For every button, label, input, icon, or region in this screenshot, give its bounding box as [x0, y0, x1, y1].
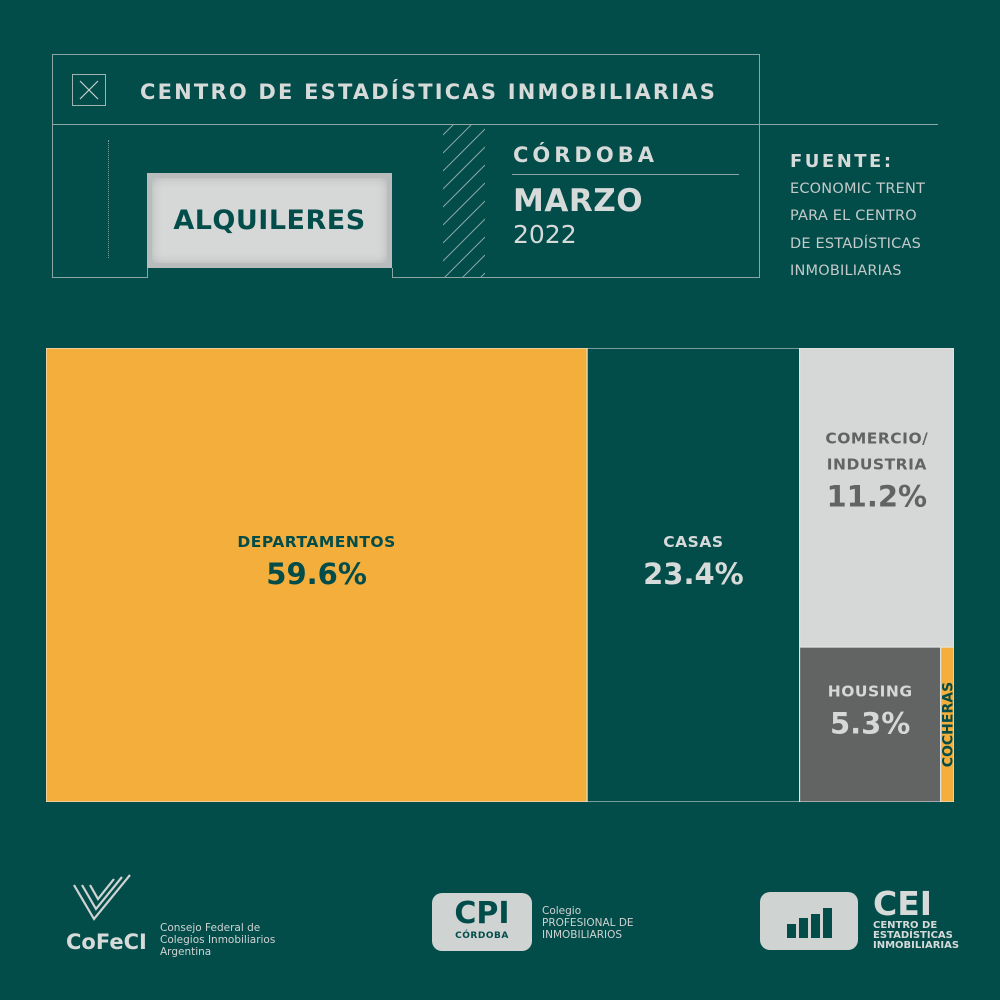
treemap-chart: DEPARTAMENTOS 59.6% CASAS 23.4% COMERCIO/IND… — [46, 348, 954, 802]
cei-line: INMOBILIARIAS — [873, 940, 960, 951]
cofeci-line: Colegios Inmobiliarios — [160, 934, 276, 946]
cei-logo-name: CEI — [873, 884, 933, 923]
page-title: CENTRO DE ESTADÍSTICAS INMOBILIARIAS — [140, 80, 718, 104]
cpi-line: Colegio — [542, 905, 582, 917]
cofeci-line: Argentina — [160, 946, 212, 958]
treemap-label-comercio-industria: INDUSTRIA — [827, 456, 927, 474]
treemap-label-casas: CASAS — [663, 533, 723, 551]
cpi-logo-badge: CPI CÓRDOBA — [432, 893, 532, 951]
close-icon[interactable] — [72, 74, 106, 106]
cofeci-logo-icon — [73, 874, 131, 921]
treemap-value-housing: 5.3% — [830, 707, 910, 741]
cofeci-line: Consejo Federal de — [160, 922, 261, 934]
treemap-value-comercio-industria: 11.2% — [827, 480, 928, 514]
frame-bottom-right-line — [392, 277, 760, 278]
source-label: FUENTE: — [790, 151, 894, 172]
frame-notch-right — [392, 268, 393, 278]
cei-line: ESTADÍSTICAS — [873, 930, 953, 941]
source-line: PARA EL CENTRO — [790, 208, 917, 224]
cei-line: CENTRO DE — [873, 920, 938, 931]
cpi-logo-text: Colegio PROFESIONAL DE INMOBILIARIOS — [542, 905, 634, 941]
cpi-logo-sub: CÓRDOBA — [455, 931, 509, 941]
month-label: MARZO — [513, 183, 644, 219]
source-line: ECONOMIC TRENT — [790, 181, 926, 197]
cpi-line: PROFESIONAL DE — [542, 917, 634, 929]
dotted-guide — [108, 140, 109, 258]
year-label: 2022 — [513, 220, 577, 249]
cofeci-logo-text: Consejo Federal de Colegios Inmobiliario… — [160, 922, 275, 958]
frame-left-line — [52, 54, 53, 278]
treemap-tile-cocheras — [940, 646, 954, 802]
frame-notch-left — [147, 268, 148, 278]
cei-logo-badge — [760, 892, 858, 950]
cpi-line: INMOBILIARIOS — [542, 929, 623, 941]
treemap-tile-departamentos — [46, 348, 588, 802]
bar-chart-icon — [787, 908, 832, 938]
cofeci-logo-name: CoFeCI — [66, 930, 147, 954]
cpi-logo-name: CPI — [454, 896, 510, 931]
treemap-value-casas: 23.4% — [643, 557, 744, 591]
treemap-label-cocheras: COCHERAS — [940, 682, 954, 767]
city-label: CÓRDOBA — [513, 143, 658, 167]
treemap-label-departamentos: DEPARTAMENTOS — [237, 533, 395, 551]
cei-logo-text: CENTRO DE ESTADÍSTICAS INMOBILIARIAS — [873, 921, 959, 951]
source-line: INMOBILIARIAS — [790, 263, 902, 279]
frame-right-line — [759, 54, 760, 278]
treemap-label-comercio-industria: COMERCIO/ — [825, 430, 928, 448]
tab-alquileres[interactable]: ALQUILERES — [147, 173, 392, 268]
city-underline — [512, 174, 739, 175]
treemap-label-housing: HOUSING — [828, 683, 913, 701]
frame-top-line — [52, 54, 760, 55]
frame-bottom-left-line — [52, 277, 147, 278]
treemap-value-departamentos: 59.6% — [266, 557, 367, 591]
frame-divider-line — [52, 124, 938, 125]
source-line: DE ESTADÍSTICAS — [790, 236, 921, 252]
hatch-decoration — [443, 125, 485, 277]
